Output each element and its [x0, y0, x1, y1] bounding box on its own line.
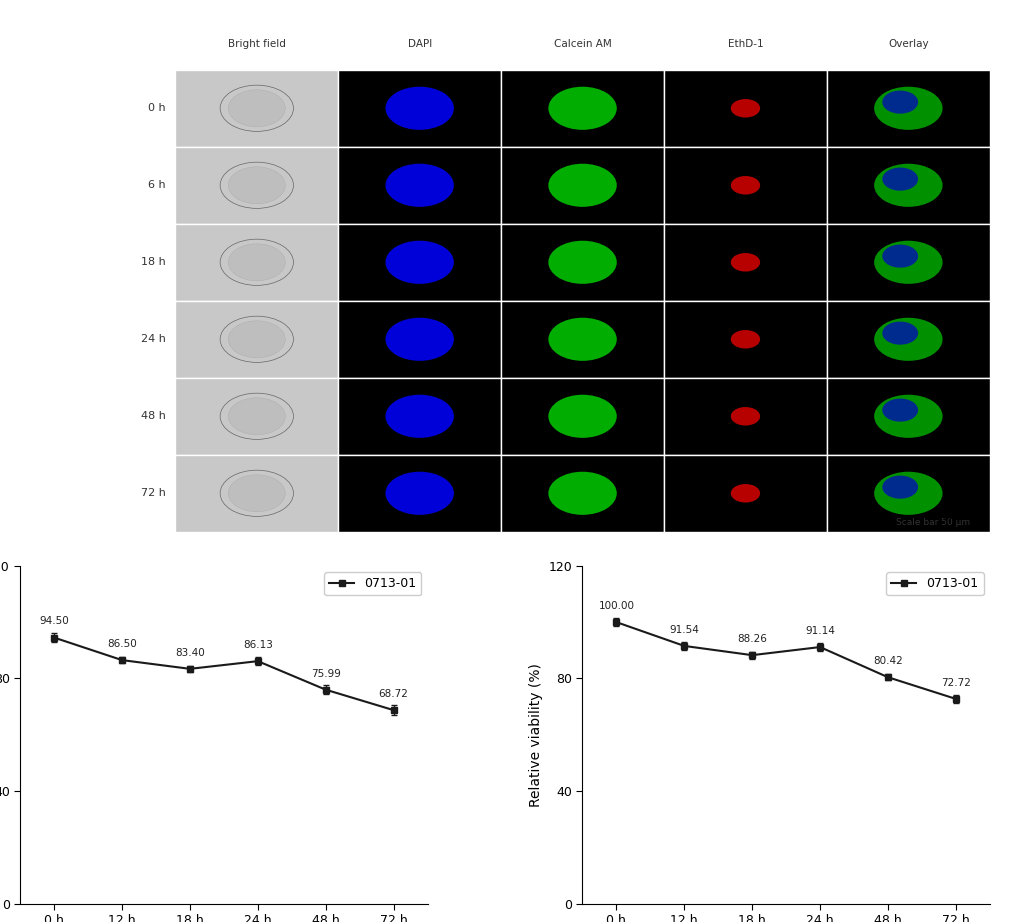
Ellipse shape: [874, 164, 942, 207]
Bar: [827, 70, 990, 147]
Bar: [664, 455, 827, 532]
Ellipse shape: [548, 87, 617, 130]
Ellipse shape: [874, 318, 942, 361]
Ellipse shape: [874, 241, 942, 284]
Bar: [827, 455, 990, 532]
Ellipse shape: [386, 164, 453, 207]
Ellipse shape: [548, 395, 617, 438]
Ellipse shape: [548, 164, 617, 207]
Text: 72.72: 72.72: [941, 678, 971, 688]
Bar: [664, 224, 827, 301]
Text: 80.42: 80.42: [873, 656, 903, 666]
Bar: [338, 70, 501, 147]
Text: DAPI: DAPI: [408, 39, 432, 49]
Ellipse shape: [228, 321, 285, 358]
Ellipse shape: [883, 476, 918, 499]
Bar: [827, 147, 990, 224]
Text: 83.40: 83.40: [175, 648, 205, 657]
Ellipse shape: [874, 87, 942, 130]
Ellipse shape: [386, 241, 453, 284]
Ellipse shape: [731, 407, 761, 426]
Text: 100.00: 100.00: [598, 601, 634, 611]
Text: 0 h: 0 h: [148, 103, 166, 113]
Text: Scale bar 50 μm: Scale bar 50 μm: [896, 517, 971, 526]
Bar: [338, 455, 501, 532]
Ellipse shape: [874, 472, 942, 514]
Text: 48 h: 48 h: [140, 411, 166, 421]
Bar: [501, 224, 664, 301]
Ellipse shape: [731, 330, 761, 349]
Ellipse shape: [883, 322, 918, 345]
Legend: 0713-01: 0713-01: [324, 572, 421, 595]
Bar: [501, 455, 664, 532]
Bar: [176, 147, 338, 224]
Ellipse shape: [731, 253, 761, 271]
Text: Calcein AM: Calcein AM: [553, 39, 611, 49]
Bar: [827, 301, 990, 378]
Bar: [501, 147, 664, 224]
Ellipse shape: [228, 475, 285, 512]
Text: Bright field: Bright field: [228, 39, 286, 49]
Text: 88.26: 88.26: [737, 634, 767, 644]
Bar: [664, 70, 827, 147]
Bar: [338, 378, 501, 455]
Ellipse shape: [228, 397, 285, 435]
Bar: [501, 70, 664, 147]
Bar: [338, 301, 501, 378]
Ellipse shape: [386, 318, 453, 361]
Bar: [176, 455, 338, 532]
Y-axis label: Relative viability (%): Relative viability (%): [528, 663, 542, 807]
Text: 75.99: 75.99: [311, 668, 340, 679]
Bar: [664, 378, 827, 455]
Bar: [338, 147, 501, 224]
Ellipse shape: [874, 395, 942, 438]
Ellipse shape: [548, 318, 617, 361]
Ellipse shape: [386, 395, 453, 438]
Bar: [664, 301, 827, 378]
Ellipse shape: [548, 472, 617, 514]
Ellipse shape: [386, 87, 453, 130]
Bar: [176, 301, 338, 378]
Text: EthD-1: EthD-1: [727, 39, 764, 49]
Ellipse shape: [548, 241, 617, 284]
Bar: [176, 224, 338, 301]
Text: 24 h: 24 h: [140, 335, 166, 344]
Bar: [176, 378, 338, 455]
Bar: [501, 378, 664, 455]
Legend: 0713-01: 0713-01: [887, 572, 984, 595]
Ellipse shape: [731, 176, 761, 195]
Text: 86.50: 86.50: [107, 639, 137, 649]
Ellipse shape: [883, 244, 918, 267]
Ellipse shape: [228, 89, 285, 126]
Ellipse shape: [883, 398, 918, 421]
Ellipse shape: [731, 99, 761, 117]
Text: 72 h: 72 h: [140, 489, 166, 498]
Text: 91.54: 91.54: [670, 625, 699, 635]
Bar: [827, 378, 990, 455]
Text: 18 h: 18 h: [140, 257, 166, 267]
Ellipse shape: [883, 90, 918, 113]
Ellipse shape: [228, 167, 285, 204]
Text: 91.14: 91.14: [805, 626, 835, 636]
Bar: [338, 224, 501, 301]
Ellipse shape: [228, 243, 285, 281]
Text: 68.72: 68.72: [379, 689, 409, 699]
Text: 94.50: 94.50: [39, 617, 69, 626]
Bar: [501, 301, 664, 378]
Text: Overlay: Overlay: [888, 39, 928, 49]
Ellipse shape: [386, 472, 453, 514]
Bar: [176, 70, 338, 147]
Ellipse shape: [883, 168, 918, 191]
Ellipse shape: [731, 484, 761, 502]
Text: 86.13: 86.13: [243, 640, 273, 650]
Bar: [664, 147, 827, 224]
Text: 6 h: 6 h: [148, 181, 166, 190]
Bar: [827, 224, 990, 301]
